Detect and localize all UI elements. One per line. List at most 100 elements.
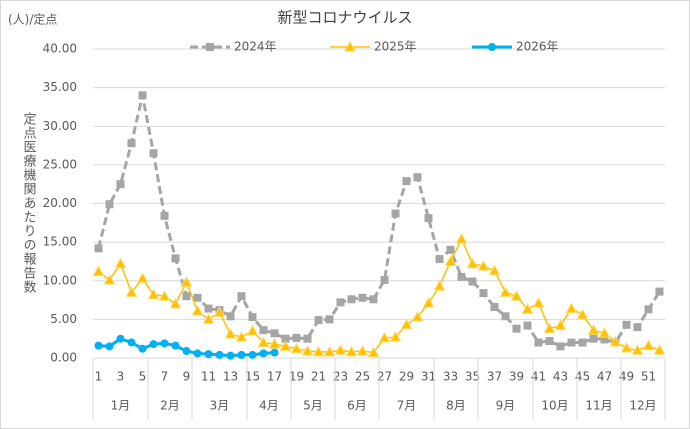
chart-title: 新型コロナウイルス <box>277 9 412 27</box>
x-tick-label: 27 <box>377 370 392 384</box>
data-point <box>226 312 235 321</box>
x-tick-label: 31 <box>421 370 436 384</box>
data-point <box>281 334 290 343</box>
data-point <box>224 328 237 339</box>
month-label: 8月 <box>446 399 466 413</box>
month-label: 11月 <box>585 399 612 413</box>
data-point <box>325 315 334 324</box>
data-point <box>587 324 600 335</box>
month-label: 6月 <box>347 399 367 413</box>
x-tick-label: 37 <box>487 370 502 384</box>
data-point <box>499 286 512 297</box>
data-point <box>633 323 642 332</box>
x-tick-label: 5 <box>139 370 147 384</box>
data-point <box>246 324 259 336</box>
data-point <box>422 297 435 308</box>
data-point <box>116 180 125 189</box>
y-tick-label: 30.00 <box>43 119 77 133</box>
data-point <box>336 298 345 307</box>
data-point <box>521 303 534 314</box>
data-point <box>512 324 521 333</box>
data-point <box>358 293 367 302</box>
data-point <box>160 339 169 348</box>
data-point <box>334 344 347 355</box>
data-point <box>642 339 655 351</box>
y-tick-label: 0.00 <box>50 351 77 365</box>
x-tick-label: 49 <box>619 370 634 384</box>
data-point <box>347 295 356 304</box>
month-label: 12月 <box>629 399 656 413</box>
data-point <box>301 345 314 356</box>
data-point <box>268 338 281 349</box>
data-point <box>116 334 125 343</box>
month-label: 2月 <box>160 399 180 413</box>
x-tick-label: 51 <box>641 370 656 384</box>
data-point <box>435 255 444 264</box>
y-unit: (人)/定点 <box>8 12 57 27</box>
data-point <box>226 351 235 360</box>
month-label: 10月 <box>541 399 568 413</box>
data-point <box>554 319 567 331</box>
x-tick-label: 7 <box>161 370 169 384</box>
x-tick-label: 1 <box>95 370 103 384</box>
data-point <box>213 306 226 317</box>
legend-marker <box>206 43 214 51</box>
x-tick-label: 19 <box>289 370 304 384</box>
month-label: 7月 <box>397 399 417 413</box>
data-point <box>169 297 182 309</box>
data-point <box>400 318 413 330</box>
data-point <box>622 320 631 329</box>
x-tick-label: 43 <box>553 370 568 384</box>
data-point <box>105 342 114 351</box>
data-point <box>138 91 147 100</box>
data-point <box>204 350 213 359</box>
data-point <box>270 348 279 357</box>
x-tick-label: 45 <box>575 370 590 384</box>
data-point <box>413 173 422 182</box>
data-point <box>279 340 292 351</box>
data-point <box>127 338 136 347</box>
y-axis-label: 定点医療機関あたりの報告数 <box>21 112 37 294</box>
data-point <box>323 345 336 357</box>
data-point <box>257 336 270 348</box>
series-line <box>97 95 661 349</box>
x-tick-label: 13 <box>223 370 238 384</box>
x-tick-label: 15 <box>245 370 260 384</box>
data-point <box>237 350 246 359</box>
data-point <box>620 341 633 353</box>
data-point <box>523 321 532 330</box>
data-point <box>127 139 136 148</box>
data-point <box>367 346 380 358</box>
data-point <box>567 338 576 347</box>
data-point <box>270 329 279 338</box>
data-point <box>248 313 257 322</box>
data-point <box>193 293 202 302</box>
data-point <box>193 349 202 358</box>
y-tick-label: 25.00 <box>43 157 77 171</box>
data-point <box>411 311 424 322</box>
data-point <box>105 200 114 209</box>
x-tick-label: 25 <box>355 370 370 384</box>
data-point <box>138 344 147 353</box>
data-point <box>598 327 611 338</box>
y-tick-label: 15.00 <box>43 235 77 249</box>
x-tick-label: 23 <box>333 370 348 384</box>
data-point <box>171 341 180 350</box>
data-point <box>204 304 213 313</box>
data-point <box>488 264 501 276</box>
data-point <box>576 308 589 320</box>
month-label: 9月 <box>496 399 516 413</box>
data-point <box>600 335 609 344</box>
data-point <box>149 149 158 158</box>
data-point <box>158 290 171 301</box>
data-point <box>369 295 378 304</box>
y-tick-label: 5.00 <box>50 312 77 326</box>
data-point <box>631 344 644 355</box>
y-tick-label: 40.00 <box>43 42 77 56</box>
x-tick-label: 3 <box>117 370 125 384</box>
x-tick-label: 35 <box>465 370 480 384</box>
data-point <box>345 345 358 357</box>
data-point <box>578 338 587 347</box>
data-point <box>292 333 301 342</box>
data-point <box>444 255 457 266</box>
